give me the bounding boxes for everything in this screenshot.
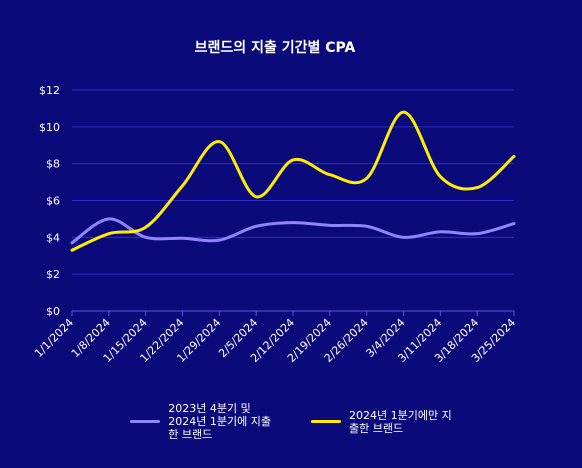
y-tick-label: $8 [46,158,60,171]
data-point-series-2[interactable] [326,171,334,179]
series-line-1[interactable] [70,217,516,245]
data-point-series-2[interactable] [289,156,297,164]
y-tick-label: $4 [46,231,60,244]
data-point-series-2[interactable] [105,230,113,238]
legend-item-series-2[interactable]: 2024년 1분기에만 지 출한 브랜드 [311,402,452,441]
gridlines [72,89,514,312]
data-point-series-2[interactable] [215,138,223,146]
y-tick-label: $2 [46,268,60,281]
y-tick-label: $12 [39,84,60,97]
legend: 2023년 4분기 및 2024년 1분기에 지출 한 브랜드 2024년 1분… [0,402,582,441]
data-point-series-2[interactable] [473,184,481,192]
data-point-series-2[interactable] [363,174,371,182]
series-lines [68,108,518,254]
legend-label-series-1: 2023년 4분기 및 2024년 1분기에 지출 한 브랜드 [168,402,271,441]
data-point-series-1[interactable] [179,234,187,242]
data-point-series-2[interactable] [252,193,260,201]
data-point-series-1[interactable] [473,230,481,238]
data-point-series-2[interactable] [142,223,150,231]
y-tick-label: $10 [39,121,60,134]
line-chart: 브랜드의 지출 기간별 CPA $0 $2 $4 $6 $8 $10 $12 1/1/202… [32,39,518,365]
data-point-series-1[interactable] [142,233,150,241]
data-point-series-2[interactable] [436,173,444,181]
data-point-series-2[interactable] [68,246,76,254]
legend-swatch-series-1 [130,420,161,423]
x-axis-ticks: 1/1/20241/8/20241/15/20241/22/20241/29/2… [32,311,518,365]
data-point-series-1[interactable] [289,219,297,227]
y-tick-label: $6 [46,195,60,208]
data-point-series-1[interactable] [326,221,334,229]
data-point-series-1[interactable] [510,220,518,228]
legend-swatch-series-2 [311,420,341,423]
series-line-2[interactable] [70,110,516,252]
data-point-series-1[interactable] [105,215,113,223]
data-point-series-1[interactable] [436,228,444,236]
data-point-series-2[interactable] [400,108,408,116]
data-point-series-1[interactable] [400,233,408,241]
data-point-series-1[interactable] [215,236,223,244]
chart-title: 브랜드의 지출 기간별 CPA [195,39,356,56]
data-point-series-1[interactable] [68,239,76,247]
y-axis-ticks: $0 $2 $4 $6 $8 $10 $12 [39,84,60,318]
data-point-series-1[interactable] [363,222,371,230]
x-tick-label: 1/1/2024 [32,316,76,360]
y-tick-label: $0 [46,305,60,318]
data-point-series-2[interactable] [510,152,518,160]
legend-label-series-2: 2024년 1분기에만 지 출한 브랜드 [349,408,452,435]
legend-item-series-1[interactable]: 2023년 4분기 및 2024년 1분기에 지출 한 브랜드 [130,402,271,441]
data-point-series-2[interactable] [179,182,187,190]
data-point-series-1[interactable] [252,222,260,230]
